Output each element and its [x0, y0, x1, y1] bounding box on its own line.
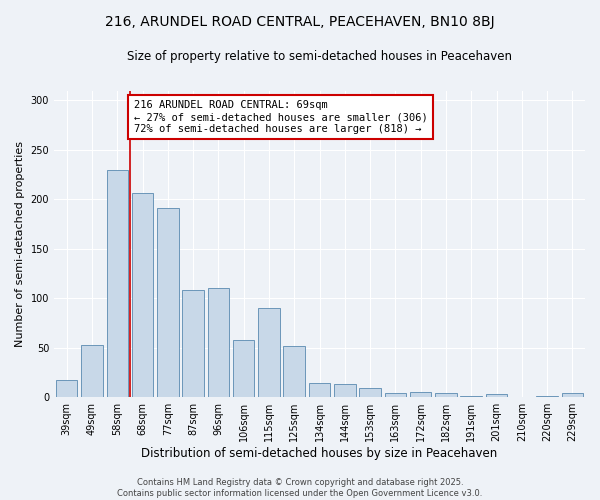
Bar [486, 394, 507, 397]
Bar [56, 380, 77, 397]
Text: Contains HM Land Registry data © Crown copyright and database right 2025.
Contai: Contains HM Land Registry data © Crown c… [118, 478, 482, 498]
Bar [208, 288, 229, 397]
Title: Size of property relative to semi-detached houses in Peacehaven: Size of property relative to semi-detach… [127, 50, 512, 63]
Bar [107, 170, 128, 397]
Bar [182, 290, 204, 397]
Bar [334, 384, 356, 397]
Bar [460, 396, 482, 397]
Bar [258, 308, 280, 397]
Bar [309, 384, 330, 397]
Bar [410, 392, 431, 397]
X-axis label: Distribution of semi-detached houses by size in Peacehaven: Distribution of semi-detached houses by … [142, 447, 497, 460]
Bar [562, 394, 583, 397]
Bar [157, 208, 179, 397]
Bar [283, 346, 305, 397]
Text: 216 ARUNDEL ROAD CENTRAL: 69sqm
← 27% of semi-detached houses are smaller (306)
: 216 ARUNDEL ROAD CENTRAL: 69sqm ← 27% of… [134, 100, 427, 134]
Bar [536, 396, 558, 397]
Bar [385, 394, 406, 397]
Bar [233, 340, 254, 397]
Bar [435, 394, 457, 397]
Bar [132, 194, 153, 397]
Bar [81, 345, 103, 397]
Text: 216, ARUNDEL ROAD CENTRAL, PEACEHAVEN, BN10 8BJ: 216, ARUNDEL ROAD CENTRAL, PEACEHAVEN, B… [105, 15, 495, 29]
Y-axis label: Number of semi-detached properties: Number of semi-detached properties [15, 141, 25, 347]
Bar [359, 388, 381, 397]
